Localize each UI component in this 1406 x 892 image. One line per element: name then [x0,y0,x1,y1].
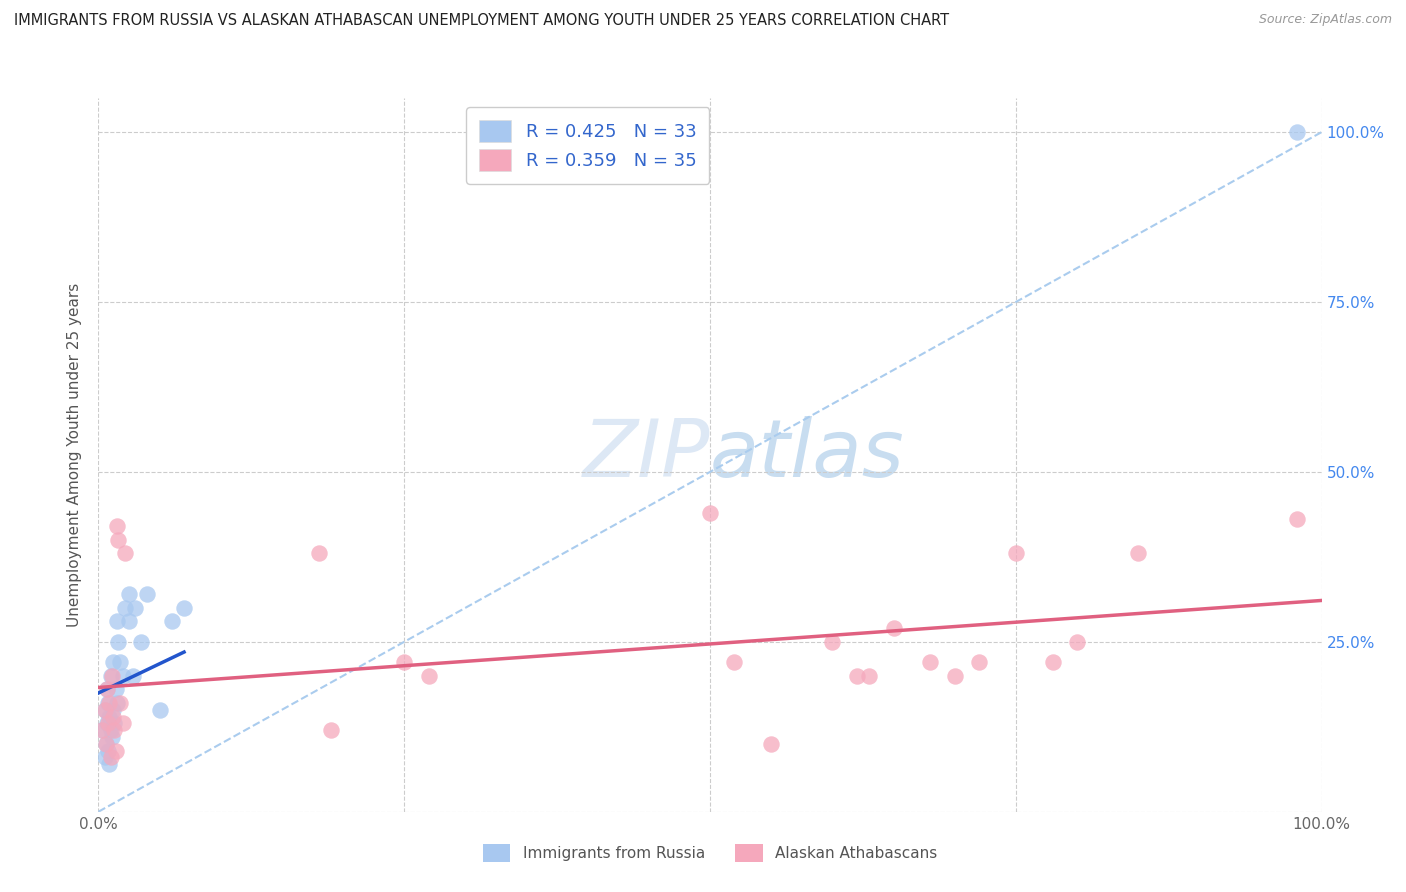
Point [121,669,143,683]
Point [761,737,783,751]
Point [107,533,129,547]
Text: Source: ZipAtlas.com: Source: ZipAtlas.com [1258,13,1392,27]
Point [124,600,146,615]
Point [98,709,121,723]
Point [105,696,128,710]
Point [105,519,128,533]
Y-axis label: Unemployment Among Youth under 25 years: Unemployment Among Youth under 25 years [67,283,83,627]
Point [1286,512,1309,526]
Point [93,703,115,717]
Point [173,600,195,615]
Point [111,716,134,731]
Point [114,600,136,615]
Point [97,696,120,710]
Point [160,615,183,629]
Point [101,709,124,723]
Point [821,635,844,649]
Text: IMMIGRANTS FROM RUSSIA VS ALASKAN ATHABASCAN UNEMPLOYMENT AMONG YOUTH UNDER 25 Y: IMMIGRANTS FROM RUSSIA VS ALASKAN ATHABA… [14,13,949,29]
Point [920,655,942,669]
Point [723,655,745,669]
Point [97,716,120,731]
Point [101,730,124,744]
Text: atlas: atlas [710,416,905,494]
Point [98,757,121,772]
Point [101,669,124,683]
Point [96,682,118,697]
Point [107,635,129,649]
Point [392,655,416,669]
Point [1042,655,1064,669]
Point [418,669,440,683]
Point [101,703,124,717]
Point [967,655,990,669]
Point [319,723,342,738]
Point [883,621,905,635]
Point [105,615,128,629]
Point [97,743,120,757]
Point [103,723,125,738]
Point [110,655,132,669]
Point [845,669,868,683]
Point [94,737,117,751]
Point [93,750,115,764]
Text: ZIP: ZIP [582,416,710,494]
Point [103,716,125,731]
Point [98,696,121,710]
Point [943,669,966,683]
Point [118,587,141,601]
Point [1128,546,1150,560]
Point [93,703,115,717]
Point [100,669,122,683]
Point [94,737,117,751]
Point [129,635,152,649]
Point [858,669,880,683]
Point [96,682,118,697]
Point [101,655,124,669]
Legend: Immigrants from Russia, Alaskan Athabascans: Immigrants from Russia, Alaskan Athabasc… [477,838,943,868]
Point [114,546,136,560]
Point [118,615,141,629]
Point [91,723,114,738]
Point [110,696,132,710]
Point [104,682,127,697]
Point [136,587,159,601]
Point [91,723,114,738]
Point [96,716,118,731]
Point [1286,125,1309,139]
Point [100,750,122,764]
Point [699,506,721,520]
Point [1004,546,1026,560]
Point [308,546,330,560]
Point [149,703,172,717]
Point [104,743,127,757]
Point [111,669,134,683]
Point [100,723,122,738]
Point [1066,635,1088,649]
